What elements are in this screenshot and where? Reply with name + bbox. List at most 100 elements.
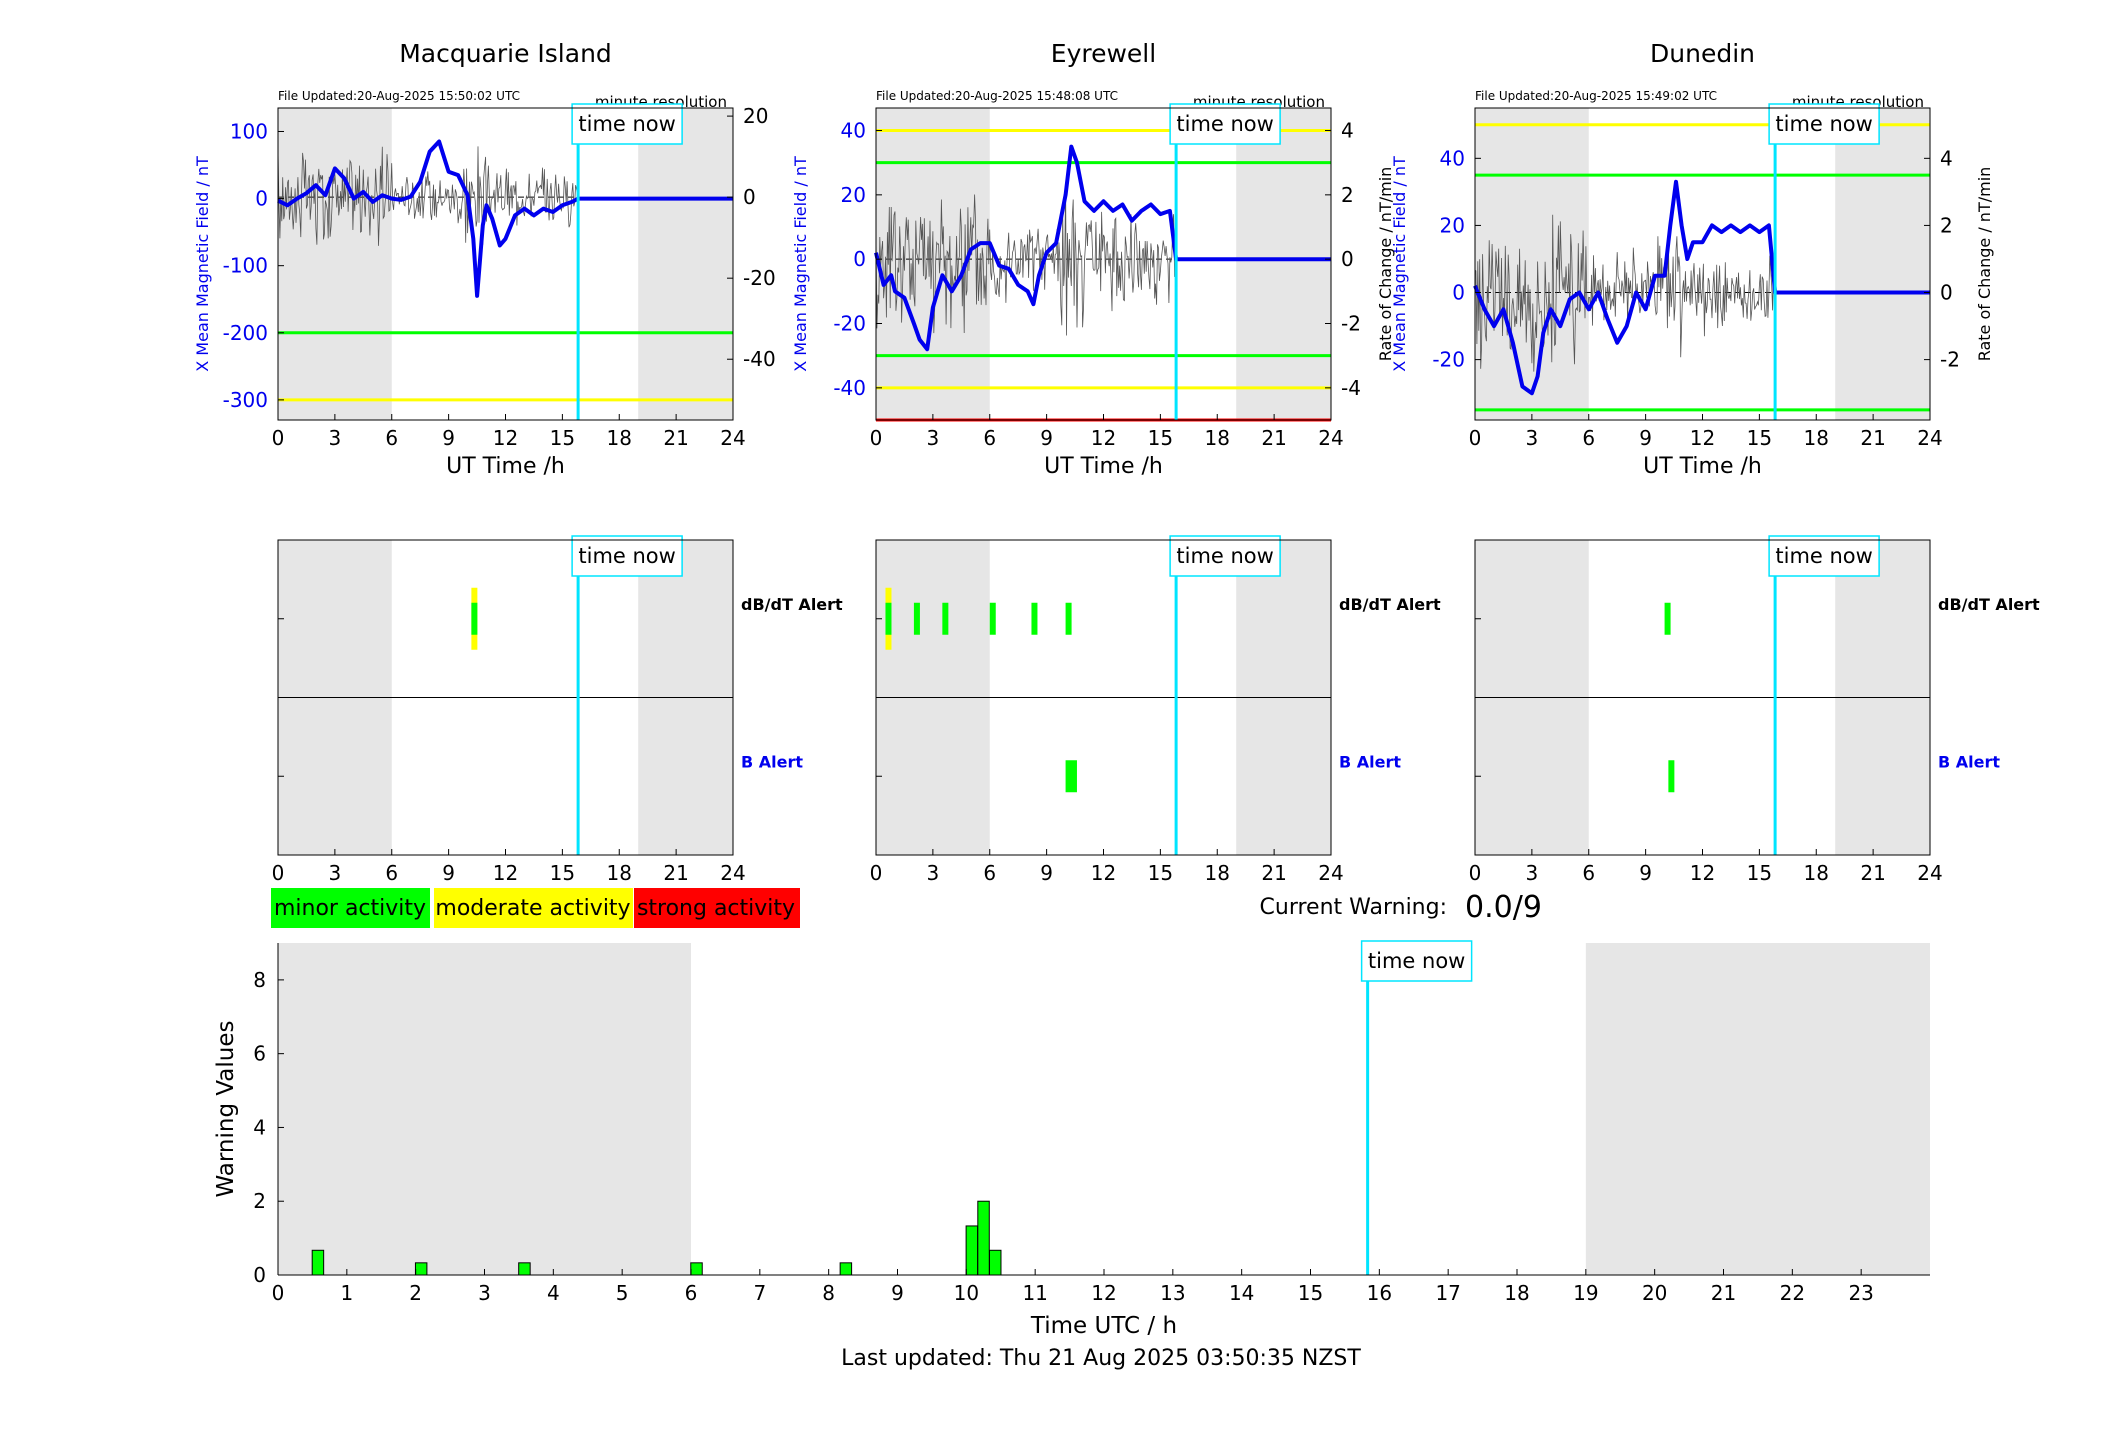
x-tick-label: 15 xyxy=(1298,1281,1323,1305)
x-tick-label: 12 xyxy=(1690,861,1715,885)
x-tick-label: 15 xyxy=(1747,861,1772,885)
x-tick-label: 1 xyxy=(340,1281,353,1305)
y-tick-label-right: -2 xyxy=(1341,312,1361,336)
station-panel-1: Macquarie Island File Updated:20-Aug-2025… xyxy=(193,39,776,479)
x-tick-label: 6 xyxy=(1582,426,1595,450)
y-tick-label-right: 0 xyxy=(1341,247,1354,271)
x-tick-label: 24 xyxy=(1318,426,1343,450)
legend-moderate-swatch xyxy=(434,888,633,928)
x-tick-label: 18 xyxy=(1205,861,1230,885)
x-tick-label: 24 xyxy=(1917,426,1942,450)
dbdt-alert-mark xyxy=(1065,602,1072,635)
current-warning-value: 0.0/9 xyxy=(1465,890,1542,925)
x-tick-label: 12 xyxy=(1690,426,1715,450)
x-tick-label: 19 xyxy=(1573,1281,1598,1305)
y-tick-label-right: 20 xyxy=(743,104,768,128)
y-tick-label-left: -200 xyxy=(223,321,268,345)
legend-moderate-label: moderate activity xyxy=(435,896,630,921)
y-tick-label-left: 40 xyxy=(1440,146,1465,170)
time-now-box xyxy=(1169,535,1281,577)
x-tick-label: 18 xyxy=(607,426,632,450)
x-tick-label: 12 xyxy=(1091,426,1116,450)
x-tick-label: 15 xyxy=(1747,426,1772,450)
x-tick-label: 21 xyxy=(1261,861,1286,885)
x-tick-label: 16 xyxy=(1367,1281,1392,1305)
legend-minor-label: minor activity xyxy=(274,896,426,921)
time-now-box xyxy=(571,535,683,577)
legend-minor-swatch xyxy=(271,888,430,928)
y-axis-label: Warning Values xyxy=(213,1020,239,1197)
x-tick-label: 0 xyxy=(1469,426,1482,450)
x-tick-label: 8 xyxy=(822,1281,835,1305)
night-shading xyxy=(278,943,691,1275)
dbdt-alert-label: dB/dT Alert xyxy=(741,595,843,614)
y-tick-label-right: 0 xyxy=(743,185,756,209)
b-alert-mark xyxy=(1668,760,1675,793)
y-tick-label-right: 0 xyxy=(1940,281,1953,305)
y-tick-label-left: -20 xyxy=(1432,348,1465,372)
x-tick-label: 12 xyxy=(493,861,518,885)
x-tick-label: 6 xyxy=(385,861,398,885)
x-tick-label: 0 xyxy=(272,426,285,450)
station-panel-2: Eyrewell File Updated:20-Aug-2025 15:48:0… xyxy=(791,39,1395,479)
x-axis-label: Time UTC / h xyxy=(1030,1313,1177,1339)
dbdt-alert-mark xyxy=(913,602,920,635)
x-tick-label: 18 xyxy=(607,861,632,885)
time-now-label: time now xyxy=(1176,544,1273,568)
time-now-box xyxy=(1768,103,1880,145)
b-alert-mark xyxy=(1065,760,1077,793)
x-tick-label: 3 xyxy=(927,861,940,885)
night-shading xyxy=(1475,108,1589,420)
warning-bar xyxy=(989,1249,1002,1276)
dbdt-alert-mark-minor xyxy=(885,602,892,635)
x-tick-label: 14 xyxy=(1229,1281,1254,1305)
y-tick-label-left: 0 xyxy=(1452,281,1465,305)
x-tick-label: 4 xyxy=(547,1281,560,1305)
x-tick-label: 0 xyxy=(272,861,285,885)
time-now-box xyxy=(1360,940,1473,982)
x-tick-label: 6 xyxy=(1582,861,1595,885)
station-title: Eyrewell xyxy=(1051,39,1156,68)
night-shading xyxy=(638,108,733,420)
b-alert-label: B Alert xyxy=(1938,752,2000,771)
time-now-label: time now xyxy=(578,112,675,136)
x-tick-label: 15 xyxy=(550,426,575,450)
y-tick-label-left: -300 xyxy=(223,388,268,412)
magnetic-field-trace xyxy=(1473,179,1930,396)
last-updated: Last updated: Thu 21 Aug 2025 03:50:35 N… xyxy=(841,1346,1361,1371)
x-tick-label: 21 xyxy=(1860,426,1885,450)
x-tick-label: 13 xyxy=(1160,1281,1185,1305)
x-tick-label: 24 xyxy=(1318,861,1343,885)
warning-bar xyxy=(414,1262,428,1276)
y-tick-label: 8 xyxy=(253,968,266,992)
time-now-box xyxy=(1169,103,1281,145)
rate-of-change-trace xyxy=(277,146,578,246)
x-tick-label: 5 xyxy=(616,1281,629,1305)
dbdt-alert-mark xyxy=(1031,602,1038,635)
night-shading xyxy=(1835,108,1930,420)
y-tick-label: 4 xyxy=(253,1115,266,1139)
rate-of-change-trace xyxy=(875,182,1176,336)
dbdt-alert-mark-minor xyxy=(471,602,478,635)
y-axis-label-left: X Mean Magnetic Field / nT xyxy=(193,156,212,372)
night-shading xyxy=(1585,943,1930,1275)
y-tick-label-right: -4 xyxy=(1341,376,1361,400)
warning-bar xyxy=(518,1262,531,1276)
dbdt-alert-mark xyxy=(1664,602,1671,635)
x-tick-label: 9 xyxy=(891,1281,904,1305)
warning-bar xyxy=(839,1262,853,1276)
x-tick-label: 24 xyxy=(720,861,745,885)
station-title: Macquarie Island xyxy=(399,39,612,68)
y-tick-label-left: 40 xyxy=(841,119,866,143)
y-tick-label-right: -2 xyxy=(1940,348,1960,372)
y-tick-label-right: 4 xyxy=(1341,119,1354,143)
x-tick-label: 0 xyxy=(870,426,883,450)
y-tick-label-right: -20 xyxy=(743,266,776,290)
x-tick-label: 6 xyxy=(983,861,996,885)
x-tick-label: 9 xyxy=(442,426,455,450)
magnetic-field-trace xyxy=(874,144,1331,352)
y-tick-label-right: 2 xyxy=(1341,183,1354,207)
dbdt-alert-label: dB/dT Alert xyxy=(1339,595,1441,614)
